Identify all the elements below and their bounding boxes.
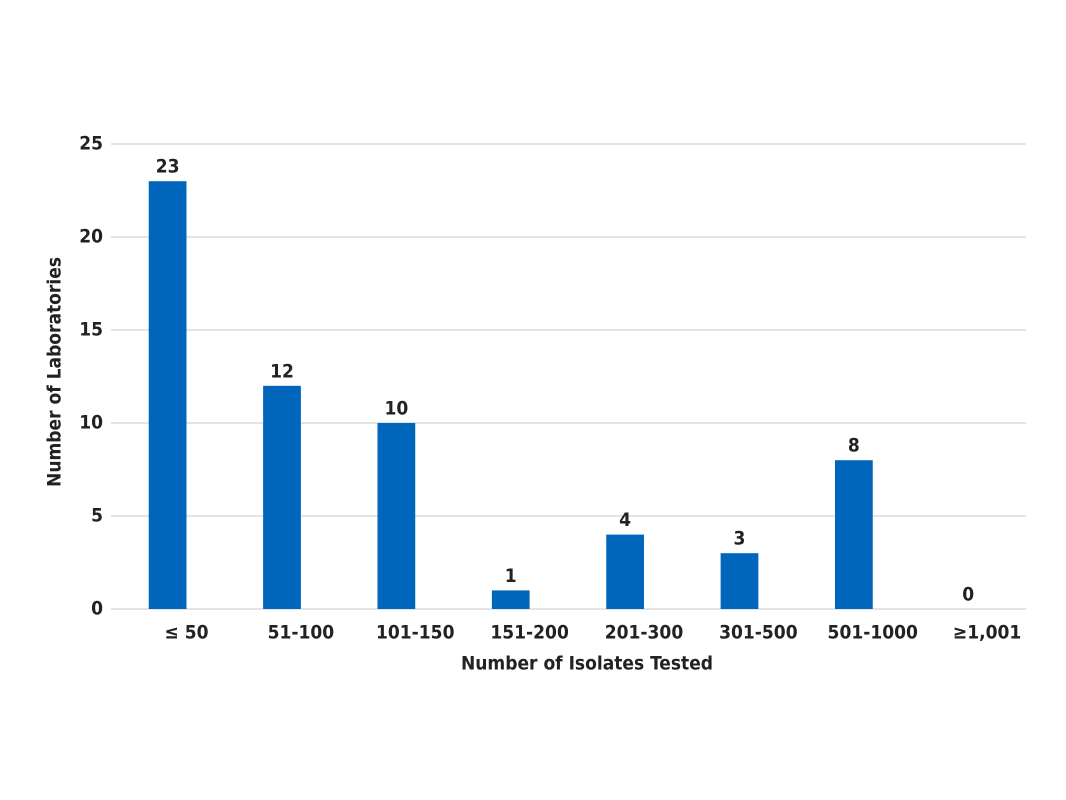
- x-tick-label: 51-100: [268, 622, 335, 644]
- data-label: 10: [384, 398, 408, 420]
- y-tick-label: 15: [79, 319, 103, 341]
- data-label: 23: [156, 156, 180, 178]
- data-label: 3: [734, 528, 746, 550]
- bar: [491, 590, 530, 609]
- bar: [263, 385, 301, 609]
- data-label: 1: [505, 565, 517, 587]
- x-tick-label: 301-500: [719, 622, 798, 644]
- x-tick-label: 151-200: [490, 622, 569, 644]
- x-tick-label: 101-150: [376, 622, 455, 644]
- y-tick-label: 0: [91, 598, 103, 620]
- bar: [606, 534, 644, 609]
- y-axis-label: Number of Laboratories: [44, 257, 66, 487]
- x-axis-label: Number of Isolates Tested: [461, 653, 713, 675]
- data-label: 8: [848, 435, 860, 457]
- data-label: 4: [619, 509, 631, 531]
- bar: [720, 553, 759, 609]
- x-tick-label: 501-1000: [828, 622, 918, 644]
- bar: [834, 460, 873, 609]
- data-label: 0: [962, 584, 974, 606]
- data-label: 12: [270, 360, 294, 382]
- x-tick-label: ≥1,001: [953, 622, 1021, 644]
- y-tick-label: 10: [79, 412, 103, 434]
- y-tick-label: 25: [79, 133, 103, 155]
- x-tick-label: ≤ 50: [164, 622, 208, 644]
- bar: [377, 423, 416, 609]
- bar: [148, 181, 187, 609]
- y-tick-label: 20: [79, 226, 103, 248]
- y-tick-label: 5: [91, 505, 103, 527]
- x-tick-label: 201-300: [605, 622, 684, 644]
